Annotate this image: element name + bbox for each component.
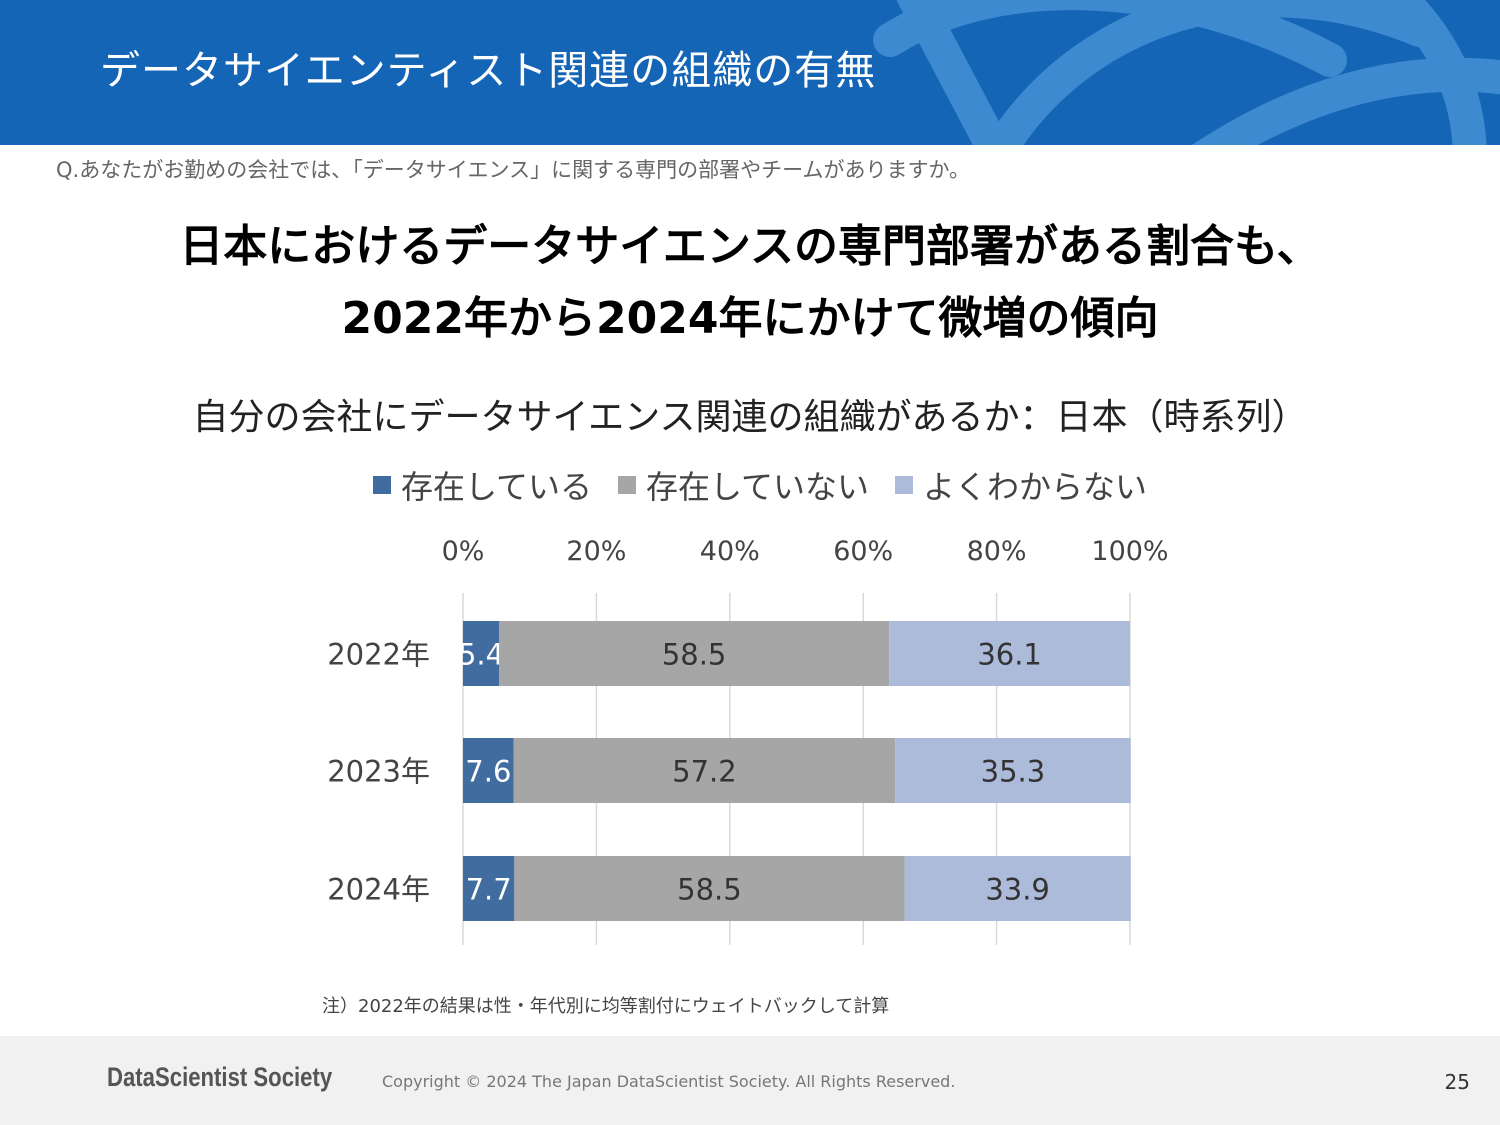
data-label: 58.5 [662, 638, 727, 672]
data-label: 57.2 [672, 755, 737, 789]
bar-segment [463, 738, 514, 803]
data-label: 36.1 [977, 638, 1042, 672]
header-bar: データサイエンティスト関連の組織の有無 [0, 0, 1500, 145]
chart-title: 自分の会社にデータサイエンス関連の組織があるか：日本（時系列） [192, 397, 1308, 438]
bar-segment [514, 856, 905, 921]
brand-logo-text: DataScientist Society [107, 1062, 333, 1092]
bar-segment [463, 621, 500, 686]
chart-footnote: 注）2022年の結果は性・年代別に均等割付にウェイトバックして計算 [322, 996, 890, 1017]
x-tick-label: 60% [833, 536, 893, 567]
header-decoration [873, 0, 1500, 145]
legend-swatch-exists [372, 476, 391, 494]
category-label: 2024年 [327, 873, 430, 907]
page-header-title: データサイエンティスト関連の組織の有無 [100, 48, 877, 94]
x-tick-label: 0% [442, 536, 485, 567]
survey-question: Q.あなたがお勤めの会社では、「データサイエンス」に関する専門の部署やチームがあ… [56, 158, 971, 182]
legend-item-unknown: よくわからない [895, 462, 1147, 508]
data-label: 7.7 [466, 873, 512, 907]
x-tick-label: 20% [566, 536, 626, 567]
bar-segment [889, 621, 1130, 686]
copyright-text: Copyright © 2024 The Japan DataScientist… [382, 1072, 956, 1091]
x-tick-label: 40% [700, 536, 760, 567]
legend-item-not-exists: 存在していない [617, 462, 870, 508]
chart-legend: 存在している 存在していない よくわからない [0, 462, 1500, 508]
data-label: 7.6 [465, 755, 511, 789]
data-label: 33.9 [985, 873, 1050, 907]
data-label: 35.3 [981, 755, 1046, 789]
footer-bar: DataScientist Society Copyright © 2024 T… [0, 1036, 1500, 1125]
bar-segment [895, 738, 1131, 803]
legend-label-not-exists: 存在していない [645, 468, 870, 506]
x-tick-label: 80% [967, 536, 1027, 567]
headline-line-2: 2022年から2024年にかけて微増の傾向 [341, 293, 1159, 344]
legend-label-unknown: よくわからない [923, 468, 1148, 506]
category-label: 2023年 [327, 755, 430, 789]
data-label: 5.4 [458, 638, 504, 672]
legend-swatch-not-exists [617, 476, 636, 494]
bar-segment [904, 856, 1131, 921]
category-label: 2022年 [327, 638, 430, 672]
stacked-bar-chart: 0% 20% 40% 60% 80% 100% 2022年 5.4 58.5 36.1 2023年 7… [327, 536, 1169, 945]
bar-segment [463, 856, 515, 921]
x-tick-label: 100% [1091, 536, 1168, 567]
headline-line-1: 日本におけるデータサイエンスの専門部署がある割合も、 [179, 221, 1321, 272]
legend-swatch-unknown [895, 476, 914, 494]
page-number: 25 [1444, 1070, 1470, 1094]
bar-segment [513, 738, 896, 803]
data-label: 58.5 [677, 873, 742, 907]
legend-label-exists: 存在している [400, 468, 592, 506]
legend-item-exists: 存在している [372, 462, 592, 508]
bar-segment [499, 621, 890, 686]
